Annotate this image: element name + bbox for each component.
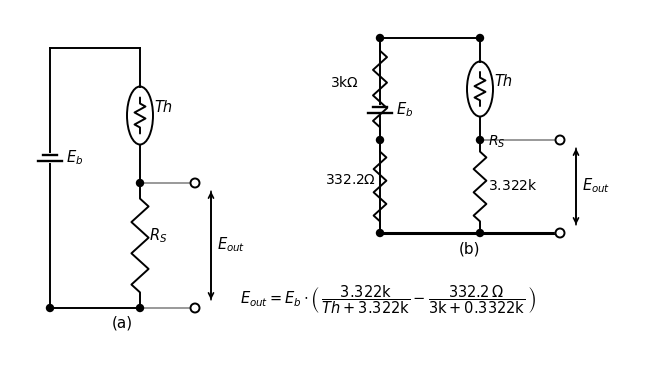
Circle shape bbox=[136, 304, 144, 311]
Circle shape bbox=[556, 135, 564, 145]
Text: $R_S$: $R_S$ bbox=[149, 226, 168, 245]
Circle shape bbox=[377, 35, 383, 42]
Circle shape bbox=[377, 230, 383, 237]
Text: $3.322\mathrm{k}$: $3.322\mathrm{k}$ bbox=[488, 178, 538, 194]
Text: $R_S$: $R_S$ bbox=[488, 134, 506, 151]
Text: $3\mathrm{k}\Omega$: $3\mathrm{k}\Omega$ bbox=[330, 75, 359, 90]
Circle shape bbox=[556, 229, 564, 237]
Text: $E_b$: $E_b$ bbox=[66, 149, 84, 167]
Text: $E_b$: $E_b$ bbox=[396, 101, 413, 119]
Circle shape bbox=[377, 137, 383, 144]
Text: $E_{out} = E_b \cdot \left(\, \dfrac{3.322\mathrm{k}}{Th + 3.322\mathrm{k}} - \d: $E_{out} = E_b \cdot \left(\, \dfrac{3.3… bbox=[240, 284, 536, 316]
Circle shape bbox=[476, 230, 484, 237]
Text: (b): (b) bbox=[460, 241, 481, 256]
Circle shape bbox=[476, 137, 484, 144]
Text: $332.2\Omega$: $332.2\Omega$ bbox=[325, 173, 376, 188]
Circle shape bbox=[190, 304, 200, 312]
Circle shape bbox=[47, 304, 53, 311]
Text: (a): (a) bbox=[112, 316, 133, 331]
Text: $E_{out}$: $E_{out}$ bbox=[217, 236, 245, 254]
Circle shape bbox=[476, 35, 484, 42]
Text: Th: Th bbox=[494, 74, 512, 89]
Text: Th: Th bbox=[154, 100, 172, 116]
Text: $E_{out}$: $E_{out}$ bbox=[582, 177, 611, 195]
Circle shape bbox=[136, 180, 144, 187]
Circle shape bbox=[190, 178, 200, 188]
